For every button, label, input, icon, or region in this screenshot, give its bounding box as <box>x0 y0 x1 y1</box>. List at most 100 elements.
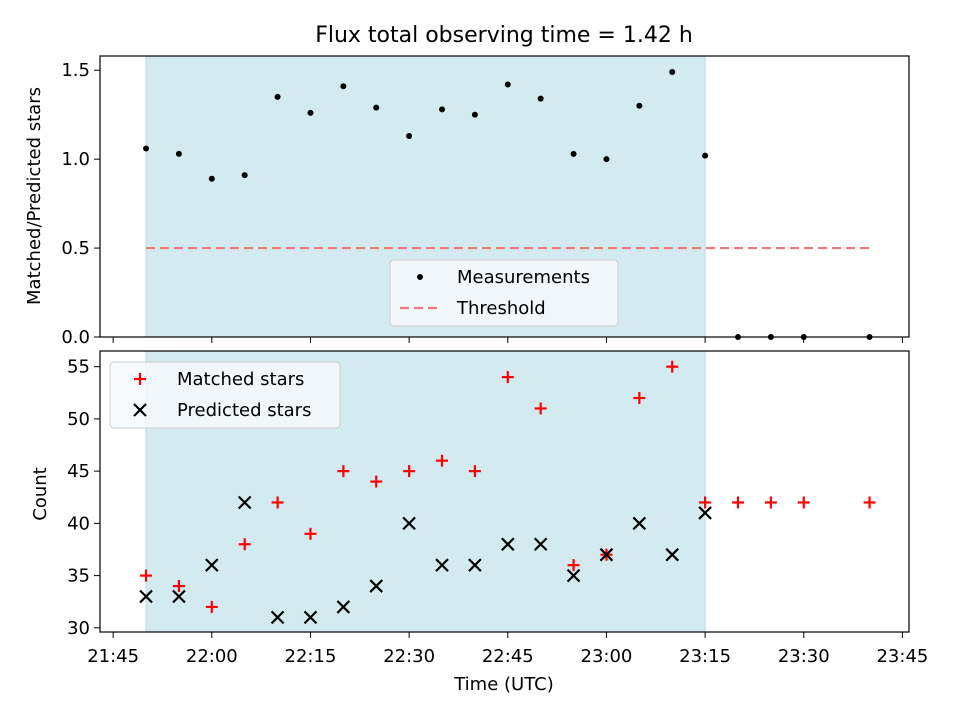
legend-entry-label: Matched stars <box>177 369 304 390</box>
matched-star-point <box>238 538 251 551</box>
bottom-y-axis-label: Count <box>30 467 51 520</box>
matched-star-point <box>403 465 416 478</box>
y-tick-label: 55 <box>67 357 90 378</box>
matched-star-point <box>764 496 777 509</box>
x-tick-label: 23:30 <box>778 646 830 667</box>
matched-star-point <box>468 465 481 478</box>
matched-star-point <box>731 496 744 509</box>
x-b <box>336 600 351 614</box>
x-b <box>237 495 252 510</box>
x-tick-label: 22:45 <box>482 646 534 667</box>
predicted-star-point <box>632 516 647 531</box>
matched-star-point <box>304 527 317 540</box>
y-tick-label: 40 <box>67 513 90 534</box>
matched-star-point <box>140 569 153 582</box>
predicted-star-point <box>501 537 515 552</box>
measurement-point <box>439 106 446 113</box>
x-b <box>533 537 548 552</box>
x-b <box>665 547 679 562</box>
x-b <box>172 589 186 604</box>
measurement-point <box>307 109 314 116</box>
measurement-point <box>702 152 709 159</box>
measurement-point <box>274 93 281 100</box>
measurement-point <box>504 81 511 88</box>
predicted-star-point <box>468 558 482 572</box>
predicted-star-point <box>435 558 449 572</box>
measurement-point <box>340 83 347 90</box>
x-b <box>205 558 219 572</box>
predicted-star-point <box>237 495 252 510</box>
measurement-point <box>175 150 182 157</box>
predicted-star-point <box>303 610 318 625</box>
legend-measurement-swatch <box>417 274 423 280</box>
measurement-point <box>143 145 150 152</box>
top-y-axis-label: Matched/Predicted stars <box>24 87 45 305</box>
matched-star-point <box>337 465 350 478</box>
matched-star-point <box>271 496 284 509</box>
matched-star-point <box>172 580 185 593</box>
matched-star-point <box>534 402 547 415</box>
predicted-star-point <box>270 610 285 625</box>
axes-frame <box>99 55 910 338</box>
x-b <box>139 589 153 604</box>
x-tick-label: 22:15 <box>285 646 337 667</box>
predicted-star-point <box>599 547 614 562</box>
legend-entry-label: Measurements <box>457 267 590 288</box>
legend-box <box>389 259 619 327</box>
predicted-star-point <box>402 516 416 531</box>
matched-star-point <box>797 496 810 509</box>
y-tick-label: 50 <box>67 409 90 430</box>
matched-star-point <box>205 600 218 613</box>
matched-star-point <box>501 371 514 384</box>
predicted-star-point <box>698 506 712 520</box>
matched-star-point <box>699 496 712 509</box>
predicted-star-point <box>172 589 186 604</box>
x-b <box>501 537 515 552</box>
predicted-star-point <box>139 589 153 604</box>
measurement-point <box>208 175 215 182</box>
predicted-star-point <box>533 537 548 552</box>
measurement-point <box>636 102 643 109</box>
predicted-star-point <box>336 600 351 614</box>
predicted-star-point <box>205 558 219 572</box>
x-b <box>303 610 318 625</box>
x-b <box>369 579 384 593</box>
predicted-star-point <box>369 579 384 593</box>
x-b <box>566 568 581 583</box>
legend: Measurements Threshold <box>389 259 619 327</box>
x-axis-label: Time (UTC) <box>453 674 554 695</box>
top-panel: 0.0 0.5 1.0 1.5 Measurements Threshold <box>61 55 910 348</box>
bottom-panel: 30 35 40 45 50 55 21:45 22:00 22:15 22:30 22:45 23:… <box>67 350 928 667</box>
matched-star-point <box>666 360 679 373</box>
measurement-point <box>603 156 610 163</box>
predicted-star-point <box>665 547 679 562</box>
measurement-point <box>537 95 544 102</box>
x-b <box>402 516 416 531</box>
x-tick-label: 22:30 <box>383 646 435 667</box>
matched-star-point <box>863 496 876 509</box>
y-tick-label: 0.5 <box>61 238 90 259</box>
legend-box <box>109 361 341 429</box>
matched-star-point <box>436 454 449 467</box>
y-tick-label: 35 <box>67 566 90 587</box>
measurement-point <box>373 104 380 111</box>
x-b <box>468 558 482 572</box>
legend-entry-label: Predicted stars <box>177 400 311 421</box>
x-tick-label: 23:00 <box>581 646 633 667</box>
measurement-point <box>241 172 248 179</box>
x-b <box>435 558 449 572</box>
matched-star-point <box>370 475 383 488</box>
x-b <box>698 506 712 520</box>
measurement-point <box>669 69 676 76</box>
x-b <box>599 547 614 562</box>
chart-title: Flux total observing time = 1.42 h <box>315 23 693 48</box>
x-tick-label: 22:00 <box>186 646 238 667</box>
y-tick-label: 30 <box>67 618 90 639</box>
measurement-point <box>570 150 577 157</box>
x-b <box>270 610 285 625</box>
legend-entry-label: Threshold <box>456 298 546 319</box>
legend-x-b <box>133 403 147 417</box>
measurement-point <box>406 133 413 140</box>
x-tick-label: 21:45 <box>87 646 139 667</box>
